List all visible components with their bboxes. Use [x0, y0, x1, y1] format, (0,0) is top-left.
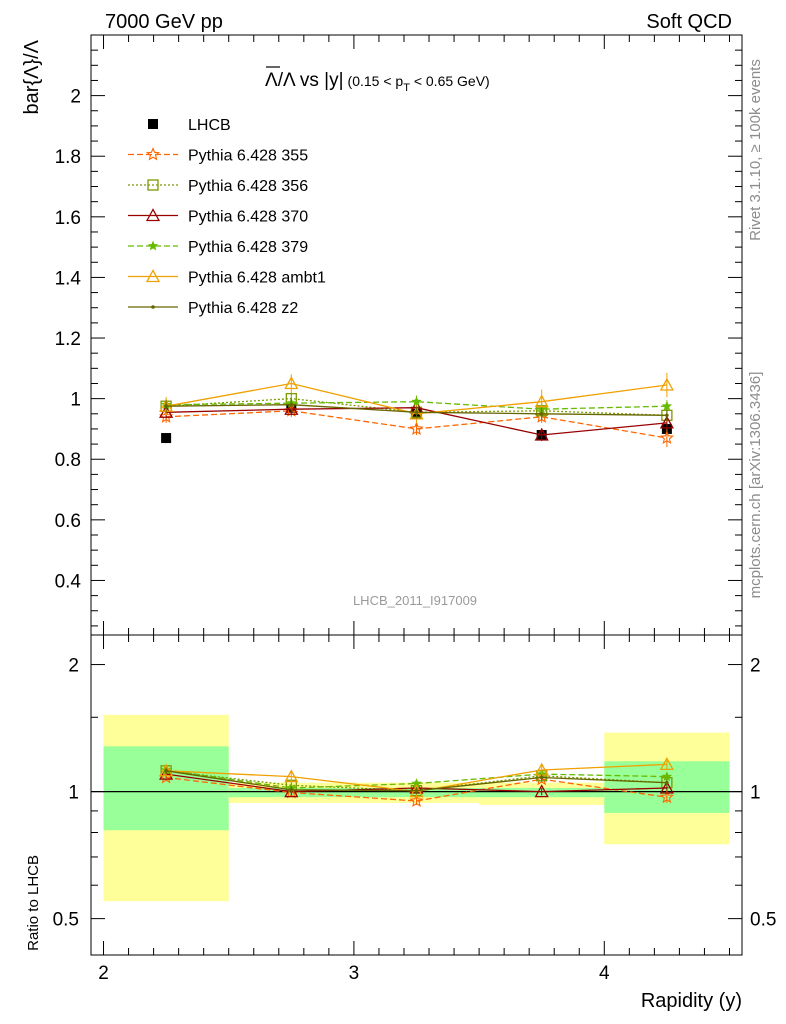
legend-entry: LHCB: [148, 117, 231, 134]
ratio-point: [159, 763, 174, 777]
header-right: Soft QCD: [646, 11, 732, 33]
ratio-band-inner: [103, 746, 229, 831]
legend-entry: Pythia 6.428 356: [128, 178, 308, 195]
title-cut: (0.15 < p: [348, 73, 404, 89]
ratio-series-line-1: [166, 770, 667, 792]
ratio-y-tick-label: 2: [68, 656, 79, 677]
title-main: Λ/Λ vs |y|: [265, 70, 344, 91]
main-y-tick-label: 0.8: [55, 450, 81, 471]
title-cut-tail: < 0.65 GeV): [410, 73, 490, 89]
rivet-version-label: Rivet 3.1.10, ≥ 100k events: [747, 59, 764, 241]
legend-label: Pythia 6.428 379: [188, 239, 308, 256]
header-left: 7000 GeV pp: [105, 11, 223, 33]
ratio-point: [659, 757, 674, 771]
main-title: Λ/Λ vs |y| (0.15 < pT < 0.65 GeV): [265, 70, 490, 94]
main-point: [534, 427, 549, 441]
analysis-id-label: LHCB_2011_I917009: [353, 593, 477, 608]
legend-marker: [147, 240, 159, 251]
main-point: [409, 421, 424, 435]
ratio-point: [659, 780, 674, 794]
ratio-point: [665, 780, 669, 785]
x-tick-label: 4: [599, 963, 610, 984]
legend-entry: Pythia 6.428 355: [128, 147, 308, 165]
main-point: [289, 402, 294, 407]
main-y-tick-label: 1.4: [55, 268, 82, 289]
legend-marker: [147, 179, 159, 191]
main-y-axis-label: bar{Λ}/Λ: [21, 39, 43, 114]
ratio-point: [659, 789, 674, 804]
main-point: [284, 376, 299, 390]
main-point: [539, 411, 544, 416]
ratio-y-tick-label-right: 0.5: [750, 910, 776, 931]
legend-label: Pythia 6.428 356: [188, 178, 308, 195]
ratio-y-axis-label: Ratio to LHCB: [25, 855, 42, 951]
ratio-y-tick-label-right: 2: [750, 656, 761, 677]
main-point: [661, 400, 673, 411]
ratio-series-line-3: [166, 769, 667, 789]
ratio-point: [284, 769, 299, 783]
main-y-tick-label: 1: [70, 390, 81, 411]
ratio-y-tick-label-right: 1: [750, 783, 761, 804]
main-point: [409, 406, 424, 420]
ratio-series-5: [164, 767, 669, 795]
ratio-point: [164, 769, 168, 773]
main-point: [411, 396, 422, 407]
legend-entry: Pythia 6.428 370: [128, 208, 308, 226]
main-point: [534, 394, 549, 408]
legend-marker: [145, 147, 161, 161]
legend-marker: [145, 269, 161, 283]
x-tick-label: 3: [349, 963, 360, 984]
ratio-y-tick-label: 1: [68, 783, 79, 804]
legend-marker: [151, 305, 155, 309]
legend-label: Pythia 6.428 ambt1: [188, 270, 326, 287]
main-point: [659, 415, 674, 429]
main-y-tick-label: 0.6: [55, 511, 81, 532]
main-point: [659, 430, 674, 445]
main-y-tick-label: 1.6: [55, 208, 81, 229]
legend-label: Pythia 6.428 z2: [188, 300, 298, 317]
legend-marker: [148, 119, 158, 129]
legend-entry: Pythia 6.428 379: [128, 239, 308, 256]
x-axis-label: Rapidity (y): [641, 990, 742, 1012]
main-y-tick-label: 0.4: [55, 571, 82, 592]
legend-marker: [145, 208, 161, 222]
ratio-frame: [90, 634, 743, 956]
ratio-point: [409, 793, 424, 808]
main-point: [284, 401, 299, 415]
main-point: [164, 404, 168, 409]
main-point: [414, 410, 419, 415]
ratio-point: [414, 788, 419, 793]
main-point: [665, 413, 669, 418]
main-series-line-1: [166, 410, 668, 439]
ratio-point: [539, 775, 544, 780]
ratio-point: [661, 771, 673, 782]
legend-label: Pythia 6.428 370: [188, 209, 308, 226]
main-series-6: [164, 398, 669, 422]
x-tick-label: 2: [98, 963, 109, 984]
main-panel: 0.4 0.6 0.8 1 1.2 1.4 1.6 1.8 2 Λ/Λ vs |y| (0.15 …: [21, 34, 743, 636]
main-y-tick-label: 1.8: [55, 147, 81, 168]
ratio-y-tick-label: 0.5: [53, 910, 79, 931]
ratio-series-line-0: [166, 776, 667, 802]
legend-label: Pythia 6.428 355: [188, 148, 308, 165]
main-point: [161, 433, 172, 444]
legend-entry: Pythia 6.428 ambt1: [128, 269, 326, 287]
main-point: [659, 377, 674, 391]
legend: LHCB Pythia 6.428 355 Pythia 6.428 356 Pyth…: [128, 117, 326, 317]
legend-label: LHCB: [188, 117, 231, 134]
legend-entry: Pythia 6.428 z2: [128, 300, 298, 317]
ratio-panel: 0.5 0.5 1 1 2 2 2 3 4 Ratio to LHCB Rapidity (y): [25, 634, 776, 1012]
main-y-tick-label: 1.2: [55, 329, 81, 350]
title-cut-sub: T: [403, 82, 410, 94]
ratio-point: [534, 784, 549, 798]
mcplots-label: mcplots.cern.ch [arXiv:1306.3436]: [747, 372, 764, 599]
ratio-point: [289, 787, 294, 792]
ratio-point: [284, 784, 299, 798]
main-y-tick-label: 2: [70, 87, 81, 108]
main-series-line-4: [166, 401, 667, 410]
